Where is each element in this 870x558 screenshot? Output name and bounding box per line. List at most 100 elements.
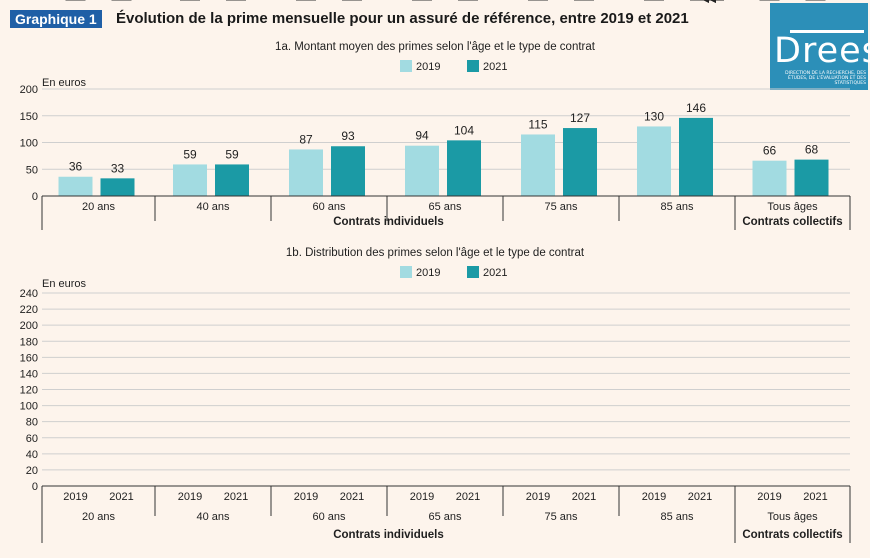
box-label-2019-1: 72 <box>163 0 177 3</box>
logo-word: Drees <box>774 31 870 71</box>
bar-label-2019-6: 66 <box>763 144 777 158</box>
chart-1a-ytick: 200 <box>20 84 38 96</box>
bar-2021-0 <box>100 178 135 196</box>
chart-1a-category-label-0: 20 ans <box>82 201 116 213</box>
group-label-collectifs: Contrats collectifs <box>742 216 842 228</box>
bar-label-2021-1: 59 <box>225 147 239 161</box>
chart-1b-year-label-2021-6: 2021 <box>803 491 827 503</box>
chart-1b-year-label-2019-1: 2019 <box>178 491 202 503</box>
box-label-2019-6: 88 <box>742 0 756 3</box>
group-label-individuels: Contrats individuels <box>333 216 444 228</box>
chart-1b-year-label-2021-3: 2021 <box>456 491 480 503</box>
bar-2019-5 <box>637 126 671 196</box>
chart-1b-ytick: 120 <box>20 385 38 397</box>
bar-2021-4 <box>563 128 597 196</box>
chart-1b-year-label-2019-6: 2019 <box>757 491 781 503</box>
chart-1b-ytick: 80 <box>26 417 38 429</box>
chart-1b-year-label-2021-1: 2021 <box>224 491 248 503</box>
chart-1b-year-label-2019-2: 2019 <box>294 491 318 503</box>
chart-1a-category-label-1: 40 ans <box>196 201 230 213</box>
annotation-p25: P25 <box>722 0 742 3</box>
box-label-2021-5: 180 <box>724 0 744 3</box>
chart-1b-ytick: 160 <box>20 352 38 364</box>
logo-bar <box>790 30 864 33</box>
group-label-individuels: Contrats individuels <box>333 529 444 541</box>
annotation-p10: P10 <box>720 0 740 3</box>
box-label-2019-3: 113 <box>389 0 408 3</box>
figure-title: Évolution de la prime mensuelle pour un … <box>116 10 689 27</box>
chart-1b-ytick: 40 <box>26 449 38 461</box>
chart-1a-ytick: 0 <box>32 191 38 203</box>
bar-label-2019-1: 59 <box>183 147 197 161</box>
bar-2021-5 <box>679 117 713 196</box>
chart-1b-ytick: 20 <box>26 465 38 477</box>
annotation-p50: P50 <box>726 0 746 3</box>
bar-2019-1 <box>173 164 207 196</box>
chart-1b-year-label-2019-5: 2019 <box>642 491 666 503</box>
bar-label-2019-0: 36 <box>69 160 83 174</box>
figure-label: Graphique 1 <box>10 10 102 28</box>
chart-1b-year-label-2021-5: 2021 <box>688 491 712 503</box>
chart-1b-category-label-2: 60 ans <box>312 511 346 523</box>
logo-subtitle: DIRECTION DE LA RECHERCHE, DES ÉTUDES, D… <box>785 71 866 86</box>
legend-swatch-2021 <box>467 266 479 278</box>
chart-1b-year-label-2019-4: 2019 <box>526 491 550 503</box>
legend-swatch-2021 <box>467 60 479 72</box>
chart-1b-category-label-0: 20 ans <box>82 511 116 523</box>
box-label-2021-0: 38 <box>136 0 150 3</box>
chart-1b-ytick: 240 <box>20 288 38 300</box>
chart-1a-category-label-2: 60 ans <box>312 201 346 213</box>
box-label-2021-1: 69 <box>250 0 264 3</box>
bar-2021-6 <box>794 159 829 196</box>
box-label-2021-6: 80 <box>830 0 844 3</box>
bar-label-2021-2: 93 <box>341 129 355 143</box>
bar-2019-3 <box>405 145 439 196</box>
chart-1b-title: 1b. Distribution des primes selon l'âge … <box>286 247 585 259</box>
chart-1b-year-label-2021-0: 2021 <box>109 491 133 503</box>
chart-1b-ytick: 100 <box>20 401 38 413</box>
bar-label-2021-3: 104 <box>454 123 474 137</box>
box-label-2019-2: 106 <box>272 0 292 3</box>
bar-label-2021-6: 68 <box>805 143 819 157</box>
chart-1b-ytick: 220 <box>20 304 38 316</box>
box-label-2021-4: 156 <box>598 0 618 3</box>
bar-label-2019-4: 115 <box>528 117 547 131</box>
chart-1b-year-label-2019-0: 2019 <box>63 491 87 503</box>
group-label-collectifs: Contrats collectifs <box>742 529 842 541</box>
chart-1b-year-label-2019-3: 2019 <box>410 491 434 503</box>
box-label-2019-4: 137 <box>504 0 524 3</box>
chart-1a-ylabel: En euros <box>42 77 87 89</box>
bar-2021-1 <box>215 164 249 196</box>
chart-1a-category-label-4: 75 ans <box>544 201 578 213</box>
chart-1a-ytick: 150 <box>20 111 38 123</box>
chart-1b-category-label-5: 85 ans <box>660 511 694 523</box>
annotation-p90: P90 <box>726 0 746 3</box>
bar-2021-3 <box>447 140 481 196</box>
legend-label-2021: 2021 <box>483 61 507 73</box>
annotation-p75: P75 <box>726 0 746 3</box>
bar-2019-6 <box>752 160 787 196</box>
chart-1b-ytick: 60 <box>26 433 38 445</box>
bar-2021-2 <box>331 146 365 196</box>
bar-label-2019-5: 130 <box>644 109 664 123</box>
chart-1a-ytick: 100 <box>20 138 38 150</box>
legend-label-2019: 2019 <box>416 61 440 73</box>
box-label-2021-2: 112 <box>366 0 385 3</box>
chart-1b-ylabel: En euros <box>42 278 87 290</box>
bar-2019-0 <box>58 176 93 196</box>
chart-1b-category-label-6: Tous âges <box>767 511 818 523</box>
chart-1b-category-label-3: 65 ans <box>428 511 462 523</box>
drees-logo: Drees DIRECTION DE LA RECHERCHE, DES ÉTU… <box>770 3 870 90</box>
chart-1a-category-label-3: 65 ans <box>428 201 462 213</box>
bar-label-2019-3: 94 <box>415 129 429 143</box>
bar-label-2021-0: 33 <box>111 161 125 175</box>
bar-label-2019-2: 87 <box>299 132 313 146</box>
chart-1b-ytick: 200 <box>20 320 38 332</box>
chart-1b-category-label-1: 40 ans <box>196 511 230 523</box>
box-label-2019-5: 159 <box>620 0 640 3</box>
legend-label-2019: 2019 <box>416 267 440 279</box>
bar-2019-2 <box>289 149 323 196</box>
chart-1b-year-label-2021-4: 2021 <box>572 491 596 503</box>
bar-label-2021-4: 127 <box>570 111 590 125</box>
